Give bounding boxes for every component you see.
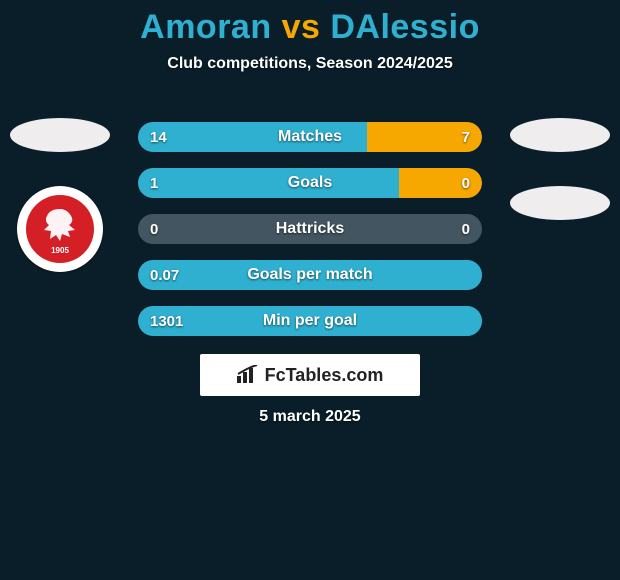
right-player-column — [510, 118, 610, 220]
brand-box: FcTables.com — [200, 354, 420, 396]
stat-row: 10Goals — [138, 168, 482, 198]
stats-block: 147Matches 10Goals 00Hattricks 0.07Goals pe… — [138, 122, 482, 336]
title-vs: vs — [282, 8, 321, 46]
club-badge-inner: 1905 — [26, 195, 94, 263]
left-player-column: 1905 — [10, 118, 110, 272]
club-badge-left: 1905 — [17, 186, 103, 272]
date-text: 5 march 2025 — [0, 408, 620, 426]
stat-label: Matches — [138, 128, 482, 146]
stat-row: 00Hattricks — [138, 214, 482, 244]
stat-row: 1301Min per goal — [138, 306, 482, 336]
title-right: DAlessio — [330, 8, 480, 46]
player-silhouette-left — [10, 118, 110, 152]
stat-label: Goals — [138, 174, 482, 192]
bar-chart-icon — [237, 365, 259, 385]
stat-label: Goals per match — [138, 266, 482, 284]
stat-row: 147Matches — [138, 122, 482, 152]
stat-label: Hattricks — [138, 220, 482, 238]
club-silhouette-right — [510, 186, 610, 220]
title-left: Amoran — [140, 8, 271, 46]
stat-row: 0.07Goals per match — [138, 260, 482, 290]
club-badge-year: 1905 — [51, 246, 69, 255]
brand-text: FcTables.com — [265, 365, 384, 386]
stat-label: Min per goal — [138, 312, 482, 330]
player-silhouette-right — [510, 118, 610, 152]
subtitle: Club competitions, Season 2024/2025 — [0, 55, 620, 73]
page-title: Amoran vs DAlessio — [0, 0, 620, 47]
